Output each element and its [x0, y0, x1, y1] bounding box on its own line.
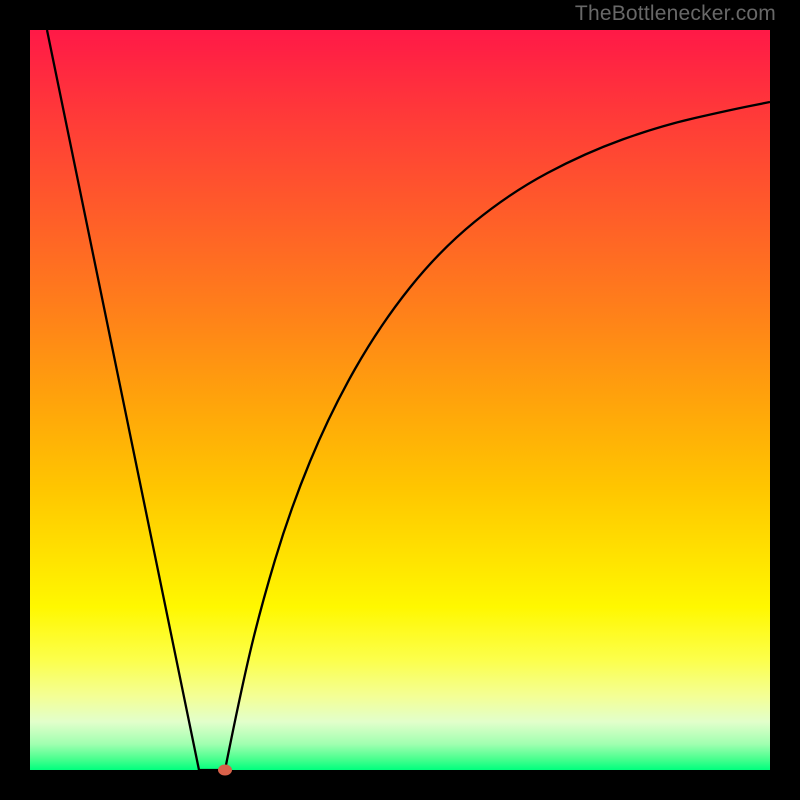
plot-area	[30, 30, 770, 770]
bottleneck-curve	[47, 30, 770, 770]
optimal-point-marker	[218, 765, 232, 776]
watermark-text: TheBottlenecker.com	[575, 2, 776, 26]
chart-container: TheBottlenecker.com	[0, 0, 800, 800]
curve-layer	[30, 30, 770, 770]
